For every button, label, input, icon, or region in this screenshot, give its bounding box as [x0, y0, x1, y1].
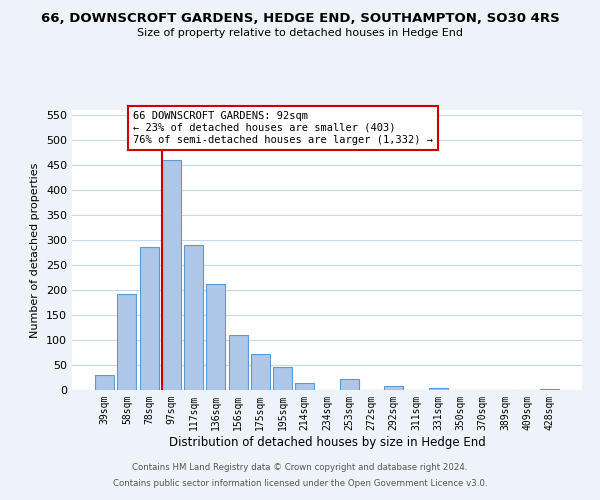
Bar [384, 386, 403, 390]
Bar [118, 294, 136, 390]
Bar [229, 335, 248, 390]
Text: 66, DOWNSCROFT GARDENS, HEDGE END, SOUTHAMPTON, SO30 4RS: 66, DOWNSCROFT GARDENS, HEDGE END, SOUTH… [41, 12, 559, 26]
Y-axis label: Number of detached properties: Number of detached properties [31, 162, 40, 338]
Bar [162, 160, 181, 390]
Text: Size of property relative to detached houses in Hedge End: Size of property relative to detached ho… [137, 28, 463, 38]
X-axis label: Distribution of detached houses by size in Hedge End: Distribution of detached houses by size … [169, 436, 485, 448]
Bar [295, 383, 314, 390]
Bar [340, 379, 359, 390]
Bar [251, 354, 270, 390]
Bar [540, 388, 559, 390]
Bar [206, 284, 225, 390]
Bar [429, 388, 448, 390]
Bar [95, 375, 114, 390]
Bar [273, 367, 292, 390]
Text: Contains HM Land Registry data © Crown copyright and database right 2024.: Contains HM Land Registry data © Crown c… [132, 464, 468, 472]
Bar [184, 244, 203, 390]
Text: 66 DOWNSCROFT GARDENS: 92sqm
← 23% of detached houses are smaller (403)
76% of s: 66 DOWNSCROFT GARDENS: 92sqm ← 23% of de… [133, 112, 433, 144]
Bar [140, 246, 158, 390]
Text: Contains public sector information licensed under the Open Government Licence v3: Contains public sector information licen… [113, 478, 487, 488]
